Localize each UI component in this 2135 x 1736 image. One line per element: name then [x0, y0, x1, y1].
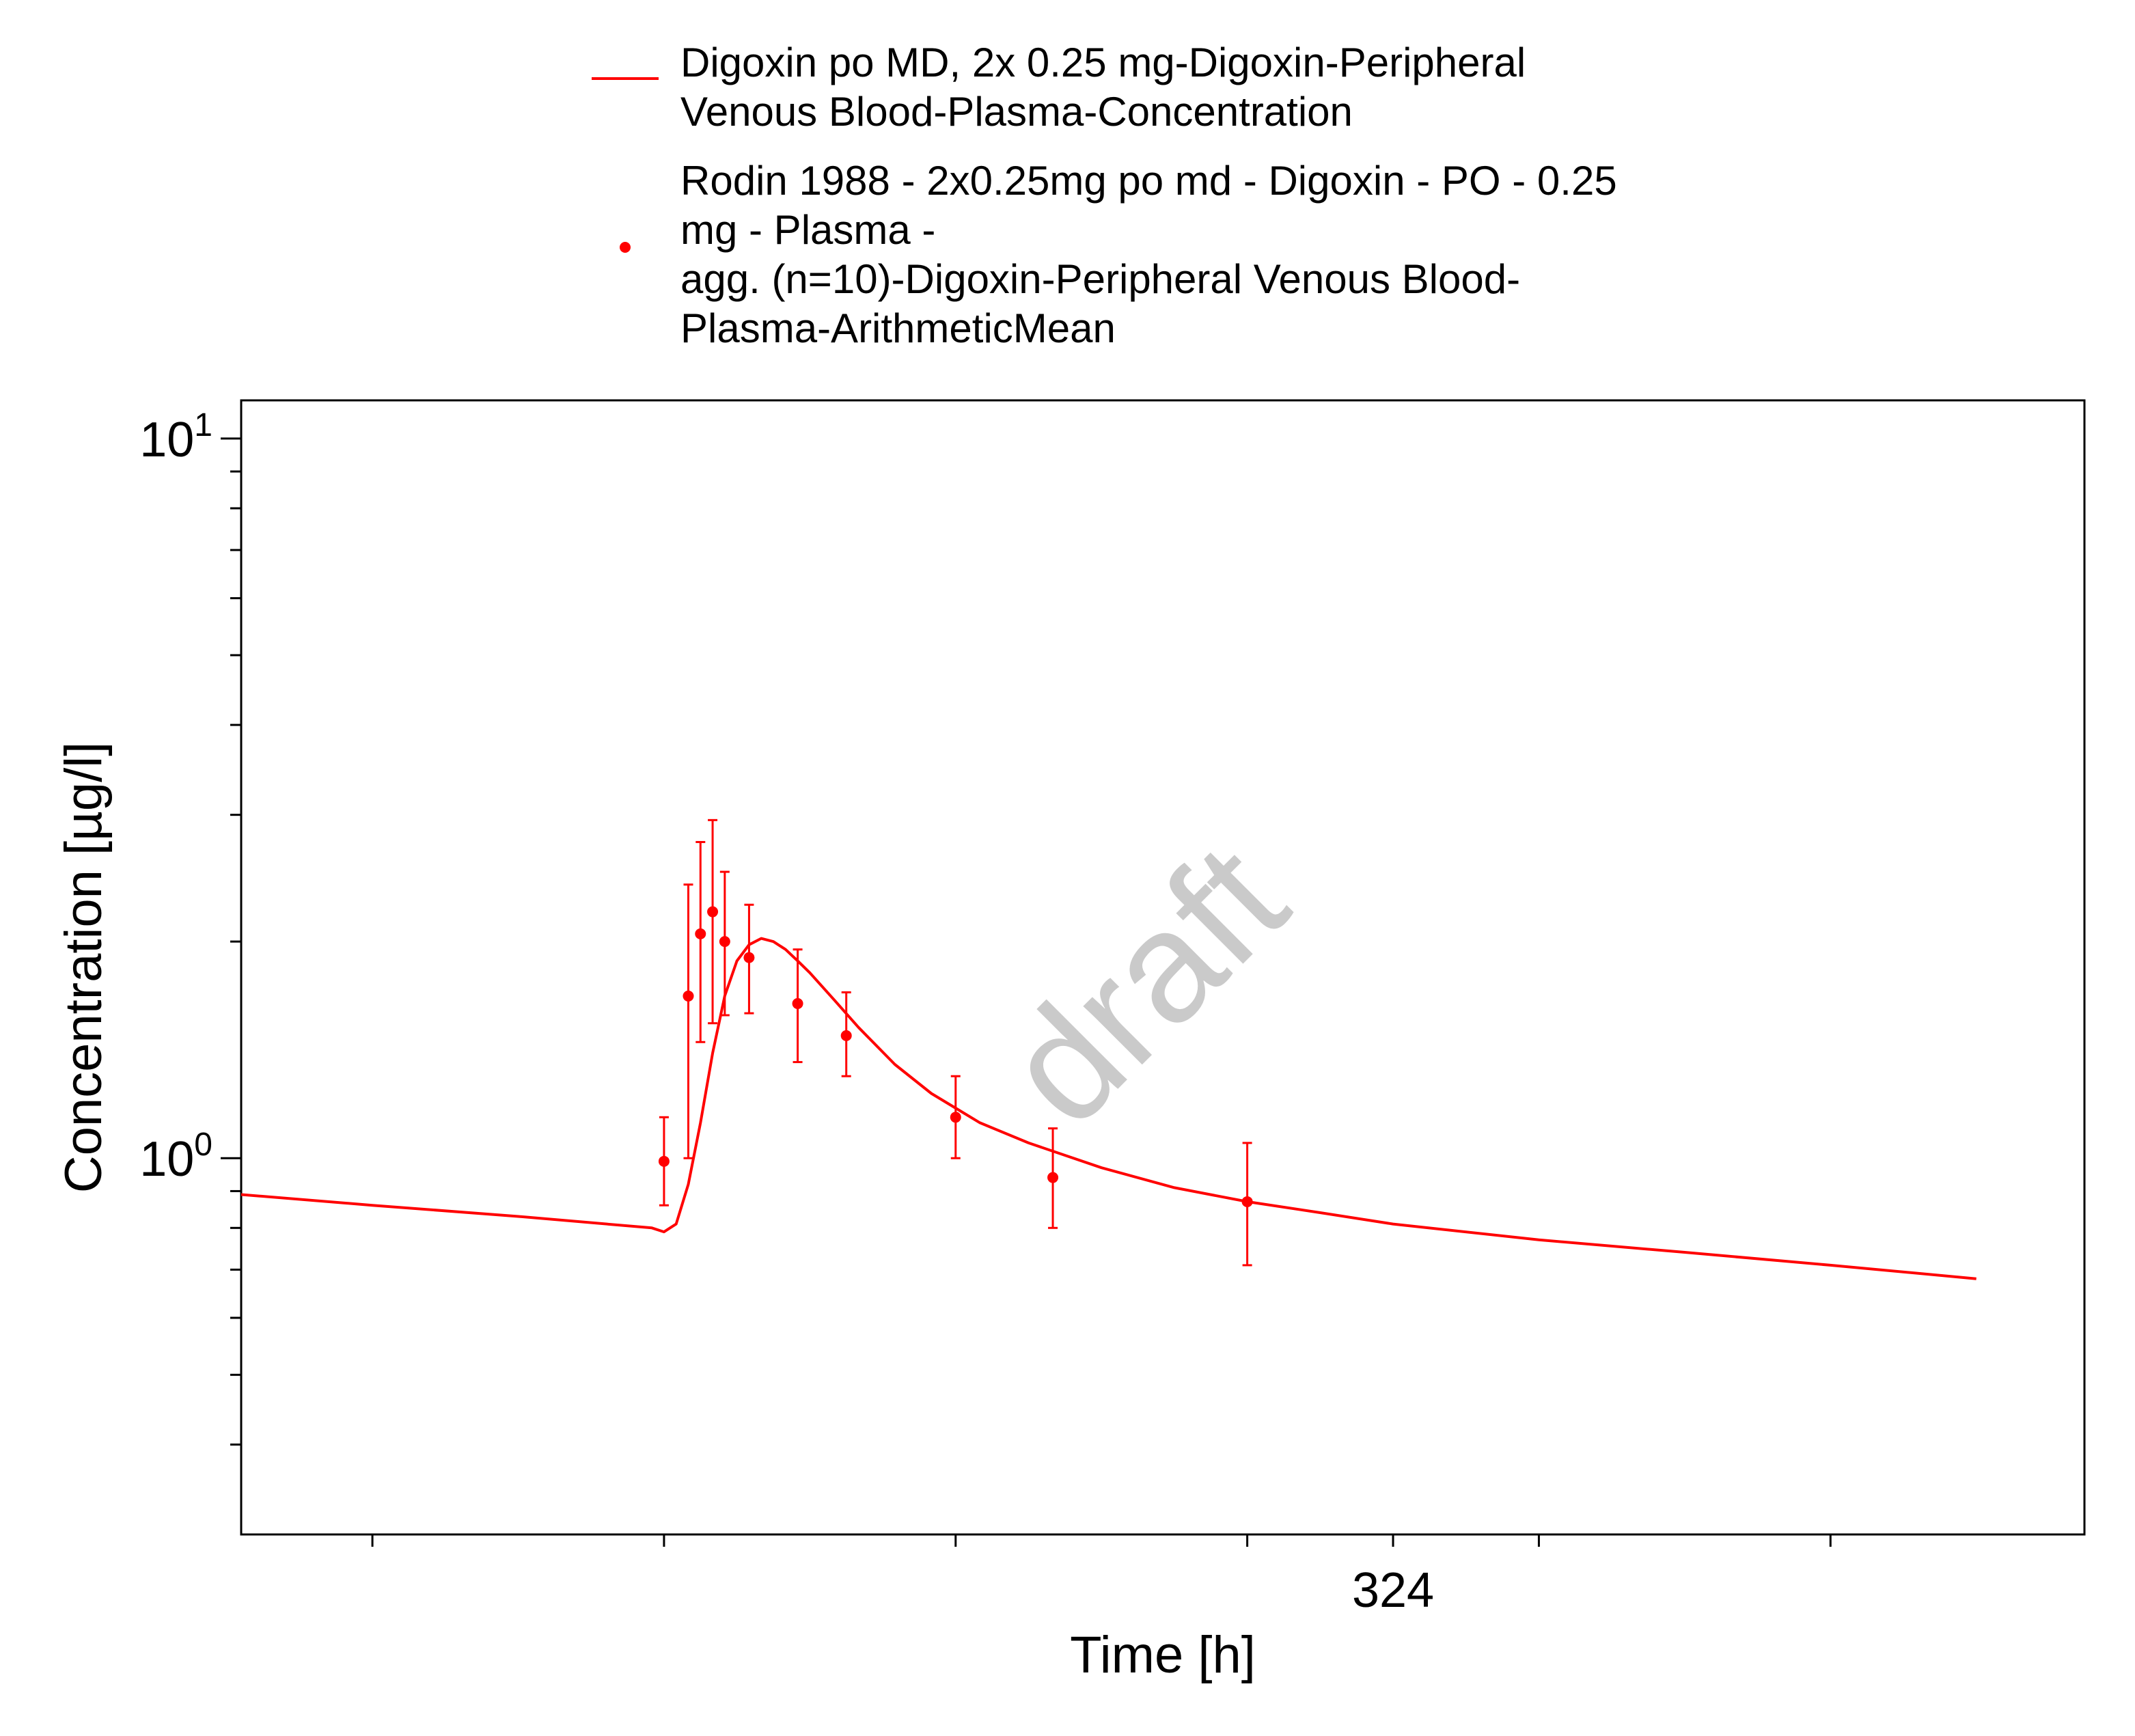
data-point [792, 997, 803, 1009]
data-point [840, 1030, 852, 1041]
legend-marker-label-1: Rodin 1988 - 2x0.25mg po md - Digoxin - … [680, 158, 1617, 204]
legend-line-label-1: Digoxin po MD, 2x 0.25 mg-Digoxin-Periph… [680, 40, 1526, 85]
legend-line-label-2: Venous Blood-Plasma-Concentration [680, 89, 1353, 135]
y-axis: 100 101 [139, 407, 241, 1446]
watermark-text: draft [972, 811, 1319, 1157]
legend-marker-label-4: Plasma-ArithmeticMean [680, 305, 1116, 351]
data-point [695, 928, 706, 939]
data-point [1241, 1196, 1253, 1207]
legend: Digoxin po MD, 2x 0.25 mg-Digoxin-Periph… [592, 40, 1628, 351]
series-layer [240, 818, 1976, 1280]
legend-entry-line-text: Digoxin po MD, 2x 0.25 mg-Digoxin-Periph… [680, 40, 1537, 135]
data-point [743, 952, 755, 963]
data-point [950, 1112, 961, 1123]
y-axis-title: Concentration [µg/l] [55, 742, 113, 1194]
legend-marker-label-3: agg. (n=10)-Digoxin-Peripheral Venous Bl… [680, 256, 1520, 302]
legend-marker-swatch [620, 242, 631, 253]
x-axis-title: Time [h] [1070, 1626, 1256, 1684]
data-point [707, 906, 719, 918]
legend-entry-marker-text: Rodin 1988 - 2x0.25mg po md - Digoxin - … [680, 158, 1628, 351]
data-point [683, 990, 694, 1002]
y-tick-label: 100 [139, 1127, 212, 1187]
data-point [1047, 1172, 1059, 1183]
simulation-line [240, 937, 1976, 1280]
x-tick-label: 324 [1352, 1563, 1434, 1618]
plot-area-frame [240, 399, 2086, 1536]
legend-marker-label-2: mg - Plasma - [680, 207, 935, 253]
data-point [719, 936, 730, 948]
data-point [658, 1155, 670, 1167]
y-tick-label: 101 [139, 407, 212, 467]
x-axis: 324 [371, 1534, 1832, 1618]
